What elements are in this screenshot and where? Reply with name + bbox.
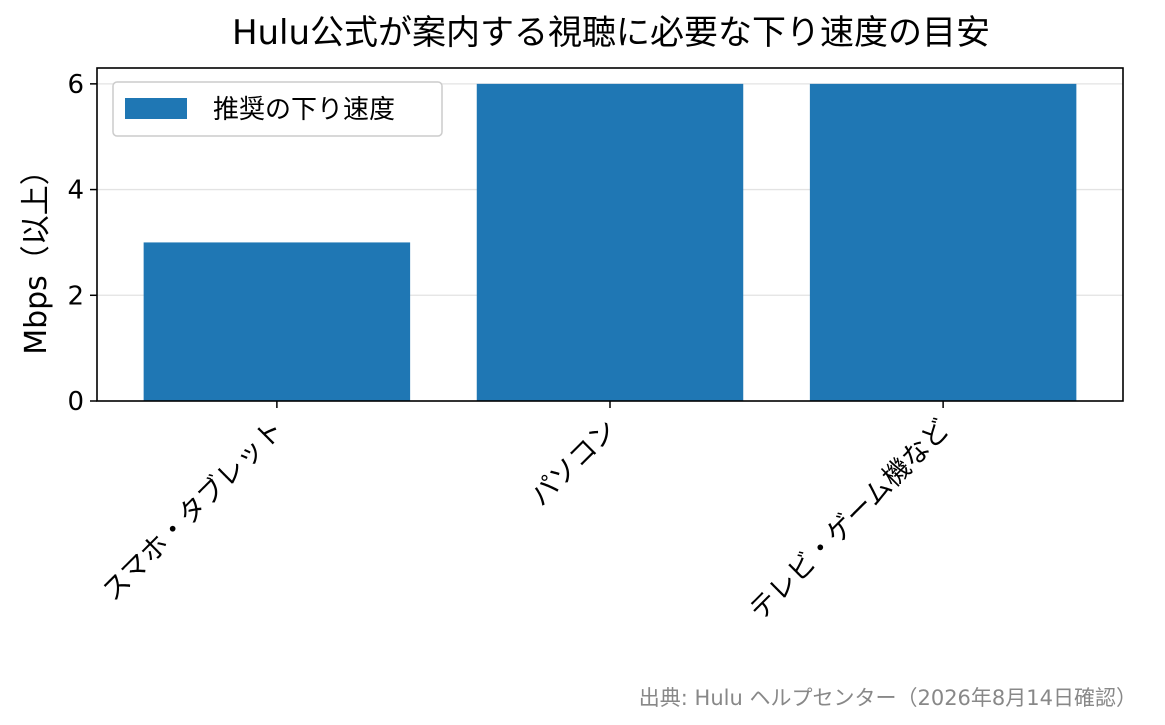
x-tick-label: パソコン <box>525 414 623 512</box>
chart-title: Hulu公式が案内する視聴に必要な下り速度の目安 <box>232 13 990 53</box>
x-tick-label: テレビ・ゲーム機など <box>744 414 956 626</box>
y-axis-label: Mbps（以上） <box>19 155 54 355</box>
legend-frame <box>112 81 443 137</box>
bar <box>143 242 411 401</box>
y-tick-label: 2 <box>67 281 84 311</box>
legend-label: 推奨の下り速度 <box>213 95 395 125</box>
legend: 推奨の下り速度 <box>112 81 443 137</box>
y-tick-label: 0 <box>67 387 84 417</box>
bar <box>809 83 1077 401</box>
x-tick-label: スマホ・タブレット <box>97 414 290 607</box>
y-tick-label: 4 <box>67 176 84 206</box>
x-axis: スマホ・タブレット パソコン テレビ・ゲーム機など <box>97 401 956 626</box>
legend-swatch <box>125 98 187 119</box>
bar <box>476 83 744 401</box>
y-tick-label: 6 <box>67 70 84 100</box>
y-axis: 0 2 4 6 <box>67 70 97 417</box>
bars <box>143 83 1077 401</box>
source-note: 出典: Hulu ヘルプセンター（2026年8月14日確認） <box>639 686 1137 710</box>
